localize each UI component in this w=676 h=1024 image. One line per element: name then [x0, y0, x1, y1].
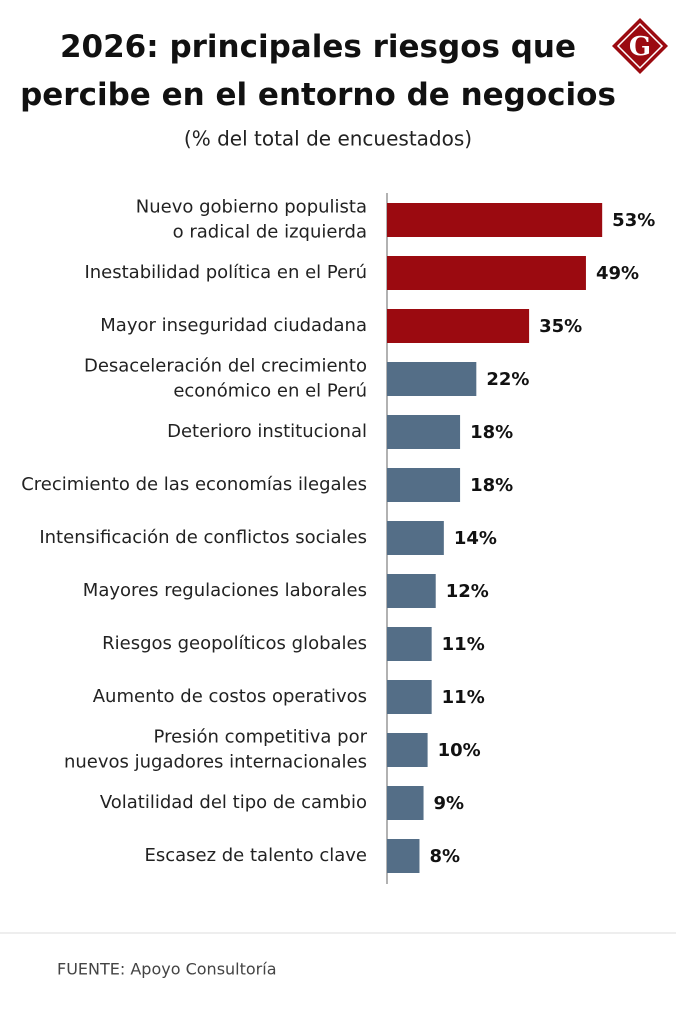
value-label: 22% — [486, 369, 529, 390]
value-label: 10% — [438, 740, 481, 761]
category-label: Crecimiento de las economías ilegales — [21, 474, 367, 495]
bar — [387, 786, 424, 820]
logo: G — [612, 18, 668, 74]
value-label: 8% — [429, 846, 460, 867]
chart-title: 2026: principales riesgos que percibe en … — [20, 29, 616, 113]
source: FUENTE: Apoyo Consultoría — [57, 960, 277, 979]
value-label: 18% — [470, 422, 513, 443]
bar — [387, 733, 428, 767]
category-label: Mayores regulaciones laborales — [83, 580, 367, 601]
value-label: 11% — [442, 634, 485, 655]
chart-subtitle: (% del total de encuestados) — [184, 127, 472, 151]
bar — [387, 203, 603, 237]
category-label: Deterioro institucional — [167, 421, 367, 442]
category-label: Intensificación de conflictos sociales — [39, 527, 367, 548]
logo-letter: G — [629, 32, 651, 62]
value-label: 49% — [596, 263, 639, 284]
category-label: Presión competitiva por nuevos jugadores … — [64, 727, 368, 773]
bar — [387, 256, 586, 290]
category-label: Volatilidad del tipo de cambio — [100, 792, 367, 813]
bar — [387, 627, 432, 661]
category-label: Escasez de talento clave — [144, 845, 367, 866]
category-label: Desaceleración del crecimiento económico … — [84, 356, 367, 402]
bar — [387, 362, 477, 396]
category-label: Mayor inseguridad ciudadana — [100, 315, 367, 336]
bar — [387, 415, 461, 449]
value-label: 11% — [442, 687, 485, 708]
bar — [387, 521, 444, 555]
bar — [387, 309, 530, 343]
category-label: Inestabilidad política en el Perú — [84, 262, 367, 283]
value-label: 14% — [454, 528, 497, 549]
value-label: 9% — [434, 793, 465, 814]
category-label: Nuevo gobierno populista o radical de izq… — [136, 197, 367, 243]
category-label: Aumento de costos operativos — [93, 686, 367, 707]
value-label: 35% — [539, 316, 582, 337]
bar — [387, 468, 461, 502]
value-label: 18% — [470, 475, 513, 496]
value-label: 12% — [446, 581, 489, 602]
bar — [387, 839, 420, 873]
value-label: 53% — [612, 210, 655, 231]
category-label: Riesgos geopolíticos globales — [102, 633, 367, 654]
logo-diamond — [612, 18, 668, 74]
bar — [387, 574, 436, 608]
bar — [387, 680, 432, 714]
logo-outline — [616, 22, 664, 70]
